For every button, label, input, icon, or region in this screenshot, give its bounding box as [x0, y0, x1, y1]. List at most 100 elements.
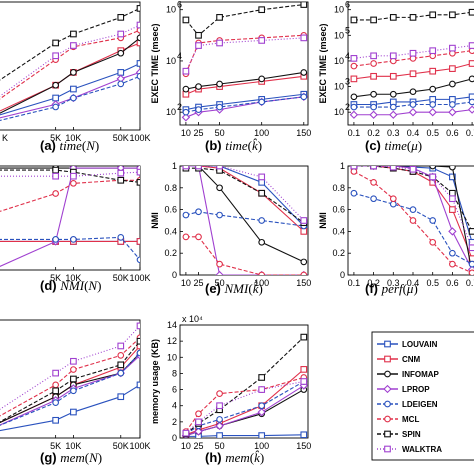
y-tick-label: 10: [334, 107, 344, 117]
data-point-ldeigen: [182, 108, 190, 116]
caption-func: mem: [60, 450, 85, 465]
y-tick-label: 0: [172, 270, 177, 280]
data-point-walktra: [70, 357, 77, 365]
y-tick-label: 1: [172, 161, 177, 171]
data-point-walktra: [370, 166, 377, 170]
data-point-lprop: [448, 227, 457, 236]
legend-label-infomap: INFOMAP: [402, 370, 440, 379]
x-tick-label: 100: [254, 128, 269, 138]
x-tick-label: 10: [181, 441, 191, 451]
data-point-ldeigen: [136, 256, 140, 264]
data-point-mcl: [449, 260, 456, 268]
data-point-walktra: [300, 34, 308, 42]
data-point-walktra: [52, 172, 59, 180]
data-point-walktra: [136, 168, 140, 176]
data-point-spin: [52, 387, 59, 395]
caption-letter: (d): [40, 278, 60, 293]
legend-label-spin: SPIN: [402, 430, 421, 439]
x-tick-label: 0.3: [387, 278, 400, 288]
series-line-mcl: [0, 179, 140, 212]
data-point-ldeigen: [52, 236, 59, 243]
data-point-louvain: [258, 179, 266, 186]
y-tick-label: 8: [172, 368, 177, 378]
caption-func: time: [60, 138, 83, 153]
data-point-infomap: [429, 85, 437, 93]
data-point-ldeigen: [136, 72, 140, 80]
panel-caption: (c) time(μ): [365, 138, 422, 153]
data-point-cnm: [300, 366, 308, 373]
data-point-louvain: [449, 173, 456, 181]
caption-arg: N: [87, 278, 98, 293]
data-point-ldeigen: [350, 189, 358, 197]
data-point-lprop: [181, 113, 191, 122]
series-line-walktra: [0, 325, 140, 410]
x-tick-label: 50K: [113, 441, 129, 451]
data-point-mcl: [216, 260, 223, 268]
series-line-mcl: [185, 236, 304, 275]
x-tick-label: 50: [215, 441, 225, 451]
data-point-louvain: [117, 69, 125, 76]
data-point-infomap: [258, 238, 266, 246]
panel-caption: (e) NMI(k̂): [205, 281, 263, 296]
data-point-walktra: [409, 166, 417, 173]
y-tick-exponent: 6: [177, 0, 182, 10]
data-point-ldeigen: [258, 217, 266, 224]
legend-label-ldeigen: LDEIGEN: [402, 400, 438, 409]
data-point-infomap: [370, 90, 377, 98]
series-line-ldeigen: [185, 381, 305, 435]
series-line-spin: [185, 4, 304, 37]
series-group: [0, 322, 140, 432]
series-line-lprop: [185, 96, 304, 118]
data-point-ldeigen: [468, 260, 474, 268]
y-tick-label: 0.6: [332, 205, 345, 215]
caption-paren-open: (: [407, 138, 411, 153]
x-tick-label: 0.2: [367, 128, 380, 138]
series-line-mcl: [185, 376, 304, 432]
x-tick-label: 5K: [50, 441, 61, 451]
caption-letter: (b): [205, 138, 225, 153]
plot-frame: [179, 324, 309, 439]
data-point-ldeigen: [70, 94, 77, 102]
caption-paren-open: (: [84, 278, 88, 293]
data-point-mcl: [350, 62, 358, 70]
x-tick-label: 100K: [129, 441, 150, 451]
legend-label-mcl: MCL: [402, 415, 419, 424]
data-point-louvain: [52, 94, 59, 102]
y-axis-label: EXEC TIME (msec): [150, 23, 160, 103]
data-point-infomap: [468, 75, 474, 83]
data-point-louvain: [117, 393, 125, 401]
data-point-spin: [117, 361, 125, 369]
data-point-spin: [52, 39, 59, 47]
series-line-infomap: [185, 71, 304, 90]
caption-arg: k̂: [252, 138, 258, 153]
data-point-infomap: [449, 80, 456, 88]
data-point-spin: [409, 14, 417, 21]
data-point-infomap: [117, 49, 125, 57]
data-point-walktra: [216, 402, 223, 410]
data-point-ldeigen: [350, 103, 358, 111]
x-tick-label: 50K: [113, 273, 129, 283]
caption-letter: (a): [40, 138, 60, 153]
data-point-cnm: [300, 228, 308, 235]
data-point-walktra: [389, 166, 397, 171]
y-tick-label: 0.4: [332, 226, 345, 236]
y-tick-exponent: 2: [177, 102, 182, 112]
data-point-walktra: [70, 42, 77, 49]
x-tick-label: 10K: [65, 441, 81, 451]
x-tick-label: 100K: [129, 273, 150, 283]
data-point-infomap: [449, 166, 456, 171]
legend-label-lprop: LPROP: [402, 385, 430, 394]
y-tick-label: 14: [167, 320, 177, 330]
legend: LOUVAIN CNM INFOMAP LPROP LDEIGEN MCL SPIN WALK…: [371, 331, 474, 461]
data-point-ldeigen: [449, 101, 456, 108]
x-tick-label: 10: [181, 128, 191, 138]
series-line-louvain: [185, 166, 305, 227]
x-tick-label: 100: [254, 441, 269, 451]
data-point-lprop: [215, 421, 224, 431]
y-tick-label: 10: [334, 5, 344, 15]
data-point-spin: [300, 2, 308, 8]
caption-arg: N: [85, 138, 96, 153]
legend-marker-lprop: [383, 384, 392, 394]
data-point-walktra: [117, 169, 125, 177]
data-point-spin: [258, 6, 266, 14]
